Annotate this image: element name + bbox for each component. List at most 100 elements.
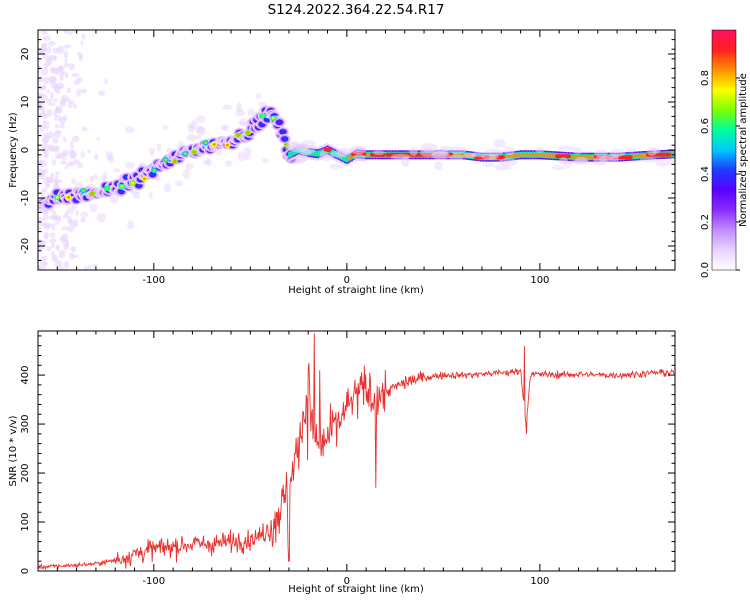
spectrogram-noise-mark — [39, 93, 48, 101]
spectrogram-ridge-mark — [282, 137, 288, 141]
spectrogram-noise-mark — [66, 87, 72, 94]
spectrogram-noise-mark — [56, 179, 63, 184]
spectrogram-tone-mark — [507, 154, 510, 158]
spectrogram-noise-mark — [104, 78, 108, 85]
spectrogram-peak-mark — [212, 143, 216, 146]
spectrogram-noise-mark — [63, 44, 72, 49]
figure-title: S124.2022.364.22.54.R17 — [268, 2, 445, 18]
spectrogram-tone-mark — [367, 153, 369, 157]
spectrogram-noise-mark — [62, 115, 68, 122]
spectrogram-tone-mark — [553, 154, 556, 158]
spectrogram-noise-mark — [66, 225, 75, 232]
spectrogram-tone-mark — [313, 150, 315, 157]
spectrogram-noise-mark — [73, 218, 79, 227]
spectrogram-tone-mark — [591, 155, 593, 159]
spectrogram-noise-mark — [186, 133, 197, 142]
spectrogram-noise-mark — [87, 264, 92, 270]
spectrogram-tone-mark — [513, 153, 516, 158]
spectrogram-tone-mark — [574, 155, 576, 159]
colorbar-tick-label: 0.8 — [700, 70, 711, 86]
spectrogram-noise-mark — [45, 109, 53, 117]
snr-xlabel: Height of straight line (km) — [288, 584, 424, 595]
spectrogram-x-tick-label: -100 — [142, 275, 165, 286]
colorbar-tick-label: 0.4 — [700, 166, 711, 182]
spectrogram-noise-mark — [237, 151, 245, 162]
spectrogram-tone-mark — [292, 149, 295, 156]
spectrogram-tone-mark — [538, 153, 540, 157]
spectrogram-halo-mark — [481, 153, 499, 161]
spectrogram-noise-mark — [53, 148, 60, 153]
snr-y-tick-label: 200 — [20, 463, 31, 482]
spectrogram-halo-mark — [552, 165, 565, 171]
spectrogram-noise-mark — [73, 103, 77, 110]
spectrogram-tone-mark — [330, 148, 332, 155]
spectrogram-noise-mark — [80, 211, 89, 218]
spectrogram-noise-mark — [124, 126, 135, 134]
spectrogram-tone-mark — [504, 155, 506, 159]
spectrogram-noise-mark — [71, 30, 79, 33]
spectrogram-halo-mark — [419, 147, 437, 157]
spectrogram-tone-mark — [347, 157, 349, 161]
spectrogram-tone-mark — [586, 155, 588, 159]
spectrogram-noise-mark — [60, 151, 68, 161]
spectrogram-y-tick-label: 0 — [20, 147, 31, 153]
spectrogram-tone-mark — [549, 153, 551, 158]
spectrogram-tone-mark — [547, 153, 550, 157]
spectrogram-noise-mark — [38, 245, 45, 251]
spectrogram-tone-mark — [291, 150, 293, 157]
spectrogram-noise-mark — [76, 88, 81, 97]
spectrogram-noise-mark — [62, 214, 68, 219]
spectrogram-noise-mark — [46, 56, 52, 62]
spectrogram-noise-mark — [81, 33, 86, 40]
spectrogram-noise-mark — [63, 50, 68, 59]
snr-background — [38, 331, 675, 571]
spectrogram-tone-mark — [635, 154, 638, 158]
spectrogram-noise-mark — [54, 177, 59, 185]
spectrogram-tone-mark — [524, 153, 527, 157]
spectrogram-noise-mark — [195, 125, 204, 134]
spectrogram-noise-mark — [44, 235, 48, 240]
spectrogram-tone-mark — [592, 155, 594, 159]
spectrogram-noise-mark — [78, 53, 84, 60]
spectrogram-noise-mark — [54, 123, 60, 129]
spectrogram-tone-mark — [570, 155, 573, 159]
spectrogram-noise-mark — [80, 150, 85, 159]
spectrogram-ridge-mark — [264, 117, 270, 122]
spectrogram-noise-mark — [63, 30, 70, 34]
spectrogram-peak-mark — [271, 116, 275, 120]
spectrogram-noise-mark — [77, 161, 84, 169]
spectrogram-halo-mark — [372, 150, 385, 156]
spectrogram-tone-mark — [533, 153, 536, 157]
spectrogram-noise-mark — [44, 187, 48, 193]
spectrogram-peak-mark — [246, 131, 250, 134]
spectrogram-noise-mark — [52, 98, 58, 103]
spectrogram-noise-mark — [43, 153, 49, 159]
spectrogram-noise-mark — [51, 159, 57, 166]
spectrogram-noise-mark — [87, 148, 91, 154]
spectrogram-noise-mark — [64, 71, 69, 79]
snr-panel: -100 0 100 0 100 200 300 400 Height of straight… — [8, 330, 676, 595]
spectrogram-noise-mark — [38, 174, 45, 180]
spectrogram-peak-mark — [225, 143, 229, 147]
spectrogram-tone-mark — [515, 153, 517, 157]
spectrogram-noise-mark — [39, 258, 47, 266]
spectrogram-hot-mark — [555, 154, 571, 159]
spectrogram-tone-mark — [587, 155, 590, 159]
spectrogram-noise-mark — [47, 146, 52, 151]
spectrogram-noise-mark — [56, 67, 62, 73]
spectrogram-noise-mark — [49, 238, 57, 244]
snr-x-tick-label: 0 — [344, 576, 350, 587]
spectrogram-noise-mark — [195, 115, 206, 124]
spectrogram-noise-mark — [222, 104, 233, 110]
spectrogram-peak-mark — [81, 189, 85, 192]
spectrogram-noise-mark — [54, 154, 62, 160]
spectrogram-halo-mark — [570, 159, 590, 165]
spectrogram-noise-mark — [51, 222, 56, 231]
spectrogram-noise-mark — [63, 136, 67, 143]
spectrogram-tone-mark — [368, 153, 371, 157]
spectrogram-noise-mark — [50, 232, 56, 238]
spectrogram-halo-mark — [400, 156, 410, 167]
spectrogram-tone-mark — [645, 153, 647, 158]
spectrogram-tone-mark — [506, 154, 508, 159]
